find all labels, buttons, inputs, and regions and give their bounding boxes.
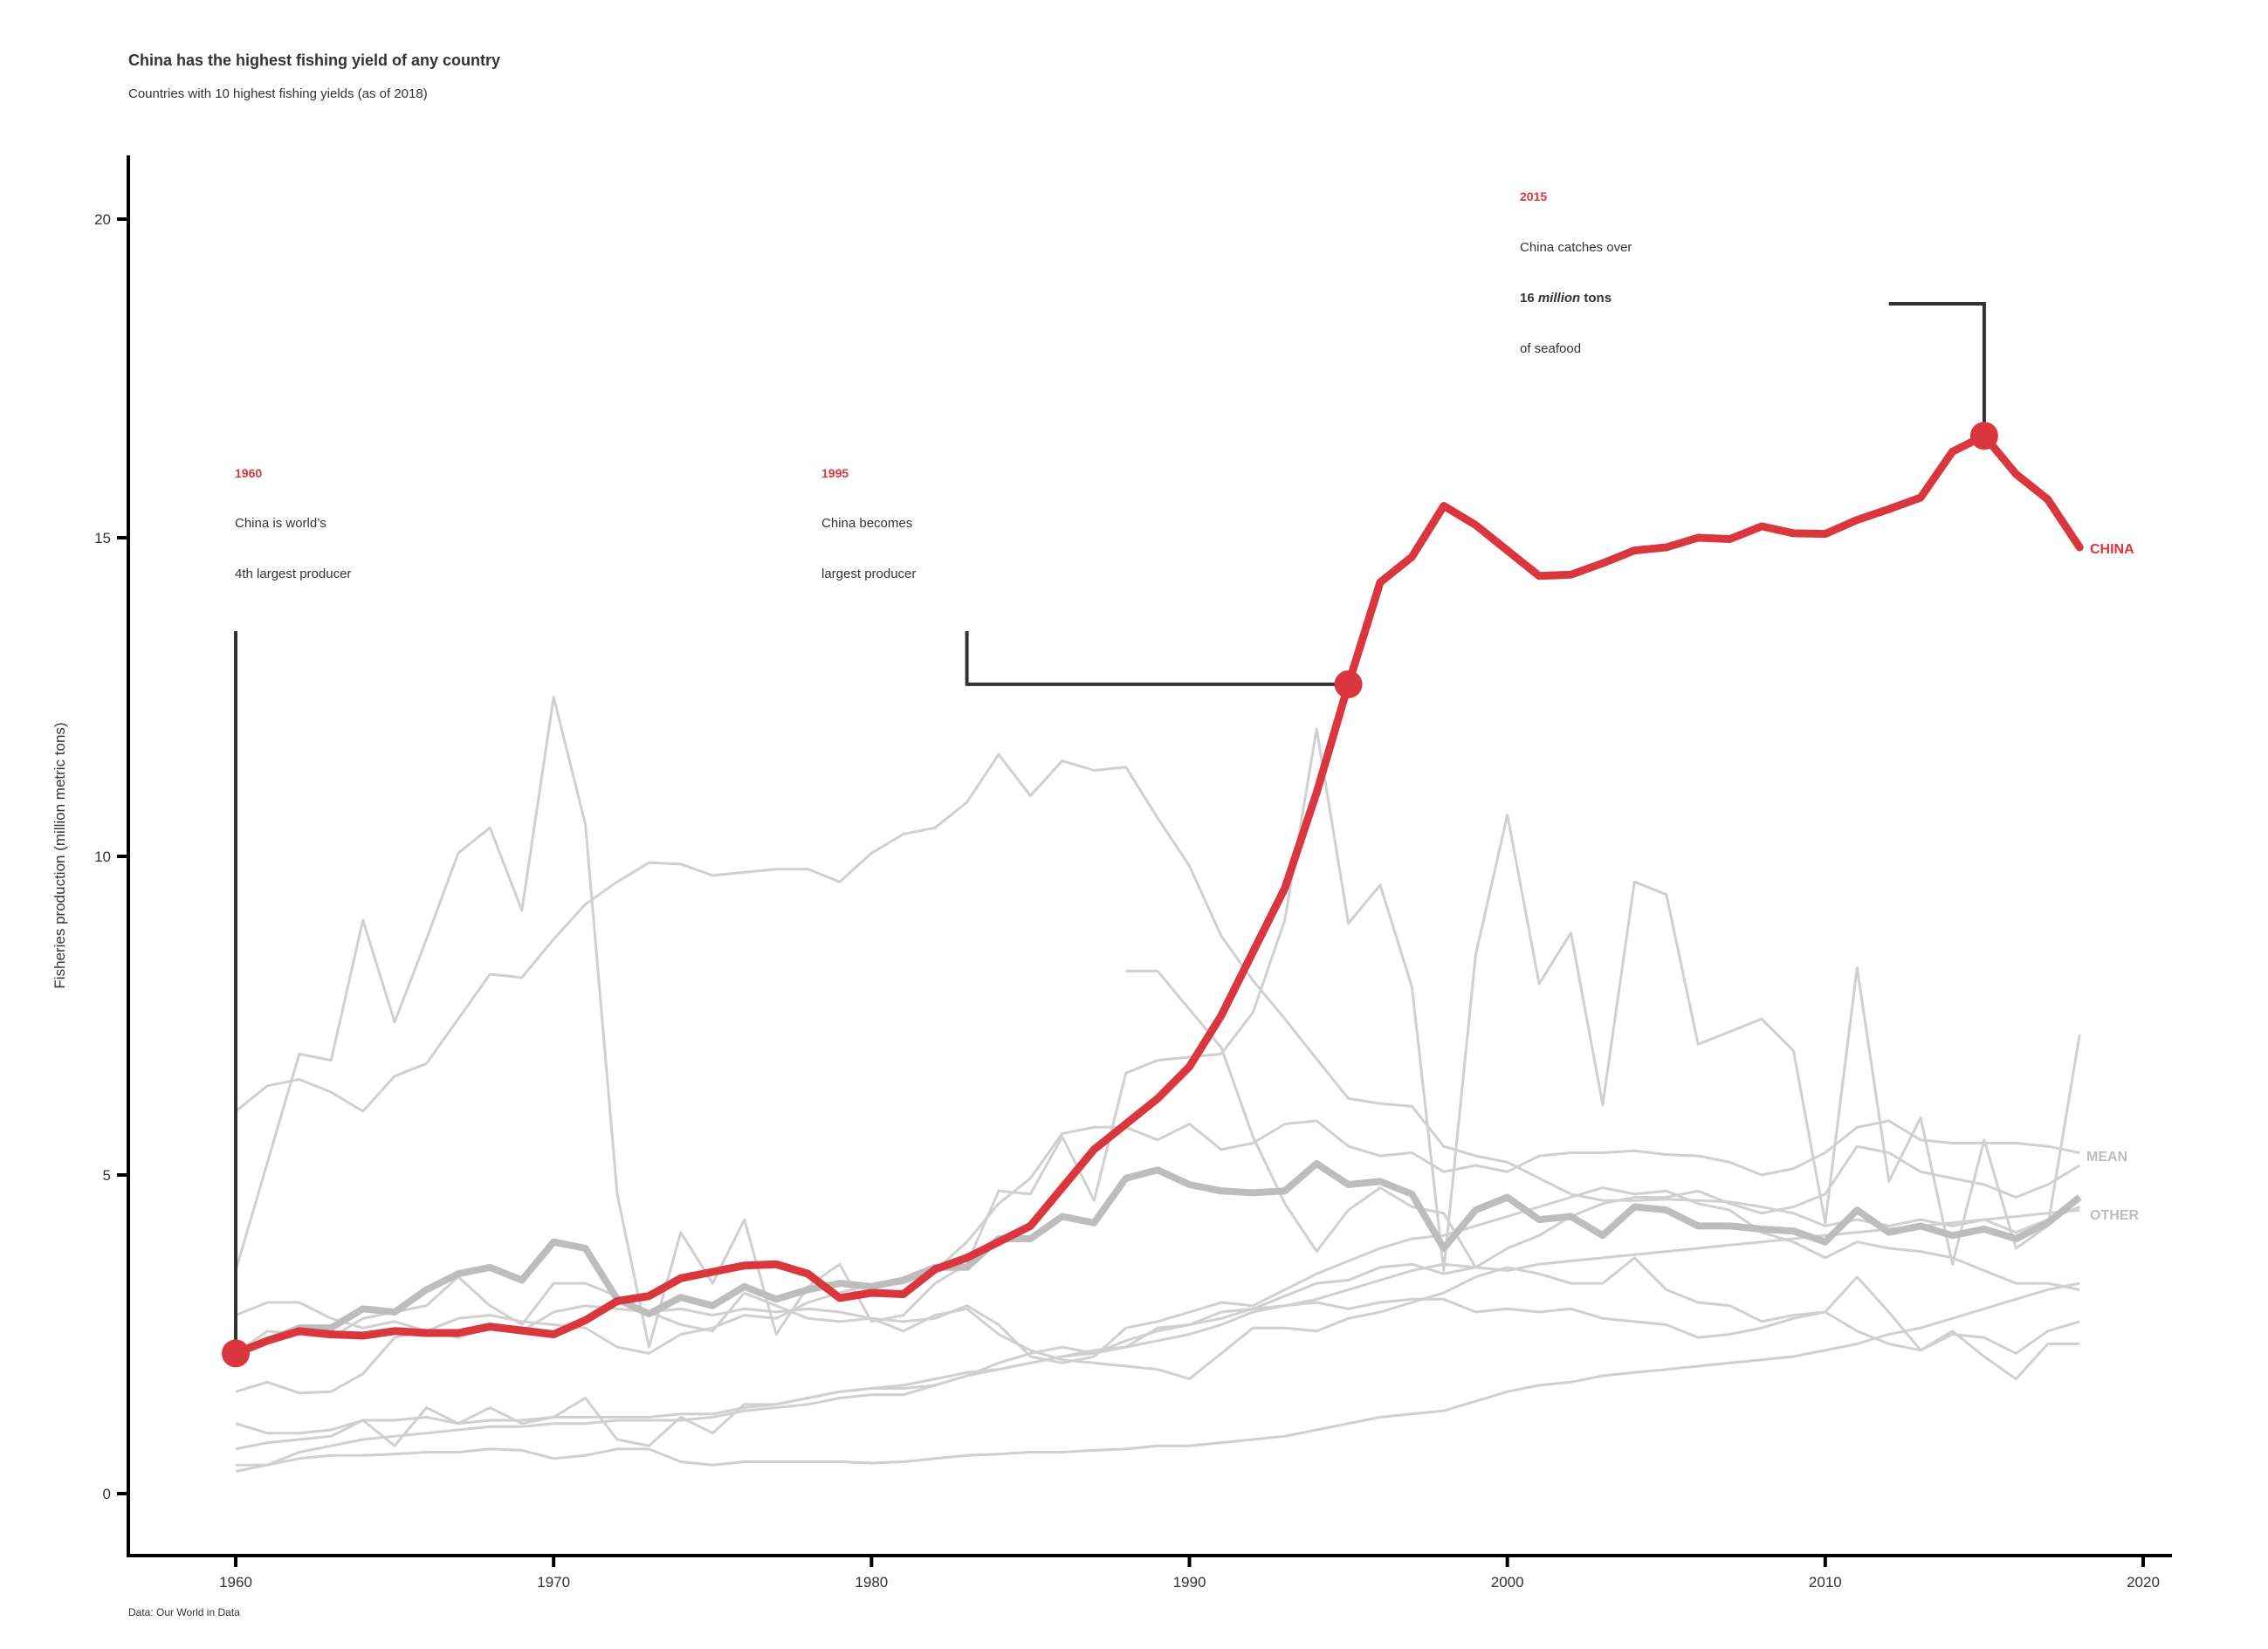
x-axis: 1960 1970 1980 1990 2000 2010 2020: [127, 1554, 2172, 1591]
annotation-leader-2015: [1888, 302, 1986, 436]
china-marker-1995: [1334, 670, 1363, 698]
other-series-line: [235, 1186, 2080, 1364]
mean-line-path: [234, 1159, 2082, 1357]
other-series-line: [235, 1297, 2080, 1473]
annotation-year: 1960: [235, 466, 262, 480]
y-tick-label: 0: [103, 1486, 111, 1502]
mean-label: MEAN: [2086, 1150, 2127, 1165]
chart-subtitle: Countries with 10 highest fishing yields…: [128, 86, 428, 101]
x-tick-label: 2000: [1491, 1574, 1524, 1591]
y-axis-title: Fisheries production (million metric ton…: [52, 722, 68, 988]
annotation-line: largest producer: [821, 567, 916, 581]
y-tick-label: 5: [103, 1167, 111, 1184]
mean-series-line: [234, 1159, 2082, 1357]
annotation-line: China is world’s: [235, 516, 326, 531]
annotation-line: 4th largest producer: [235, 567, 351, 581]
x-tick-label: 1990: [1173, 1574, 1206, 1591]
x-tick-label: 1960: [219, 1574, 252, 1591]
annotation-line: 16 million tons: [1520, 291, 1612, 306]
data-source: Data: Our World in Data: [128, 1606, 240, 1618]
other-series-line: [235, 1119, 2080, 1395]
y-ticks: 0 5 10 15 20: [94, 211, 128, 1502]
annotation-line: China becomes: [821, 516, 912, 531]
other-series-line: [236, 1281, 2080, 1467]
y-tick-label: 10: [94, 849, 111, 865]
annotation-leader-1995: [965, 631, 1349, 686]
annotation-year: 1995: [821, 466, 849, 480]
y-tick-label: 20: [94, 211, 111, 228]
annotation-2015: 2015 China catches over 16 million tons …: [1520, 189, 1632, 356]
other-series-lines: [234, 696, 2081, 1473]
china-label: CHINA: [2090, 542, 2134, 557]
annotation-fragment: million: [1538, 291, 1580, 306]
x-tick-label: 1980: [855, 1574, 888, 1591]
other-series-line: [234, 696, 2081, 1349]
other-series-line: [235, 1144, 2080, 1451]
china-marker-1960: [222, 1339, 250, 1368]
china-marker-2015: [1969, 422, 1998, 450]
annotation-fragment: 16: [1520, 291, 1538, 306]
annotation-line: China catches over: [1520, 240, 1632, 255]
annotation-1960: 1960 China is world’s 4th largest produc…: [235, 466, 351, 581]
other-series-line: [235, 1256, 2080, 1381]
annotation-leaders: [234, 302, 1986, 1354]
china-markers: [222, 422, 1998, 1368]
y-axis: 0 5 10 15 20: [94, 155, 130, 1556]
annotation-year: 2015: [1520, 189, 1547, 203]
china-series-line: [231, 431, 2084, 1357]
other-series-line: [1125, 969, 1508, 1272]
annotation-line: of seafood: [1520, 341, 1581, 356]
y-tick-label: 15: [94, 530, 111, 546]
annotation-1995: 1995 China becomes largest producer: [821, 466, 916, 581]
x-ticks: 1960 1970 1980 1990 2000 2010 2020: [219, 1556, 2160, 1591]
other-label: OTHER: [2090, 1208, 2139, 1223]
x-tick-label: 2010: [1809, 1574, 1842, 1591]
china-line-path: [231, 431, 2084, 1357]
annotation-fragment: tons: [1580, 291, 1612, 306]
chart-title: China has the highest fishing yield of a…: [128, 52, 500, 69]
x-tick-label: 1970: [537, 1574, 570, 1591]
other-series-line: [235, 752, 2080, 1234]
x-tick-label: 2020: [2127, 1574, 2160, 1591]
